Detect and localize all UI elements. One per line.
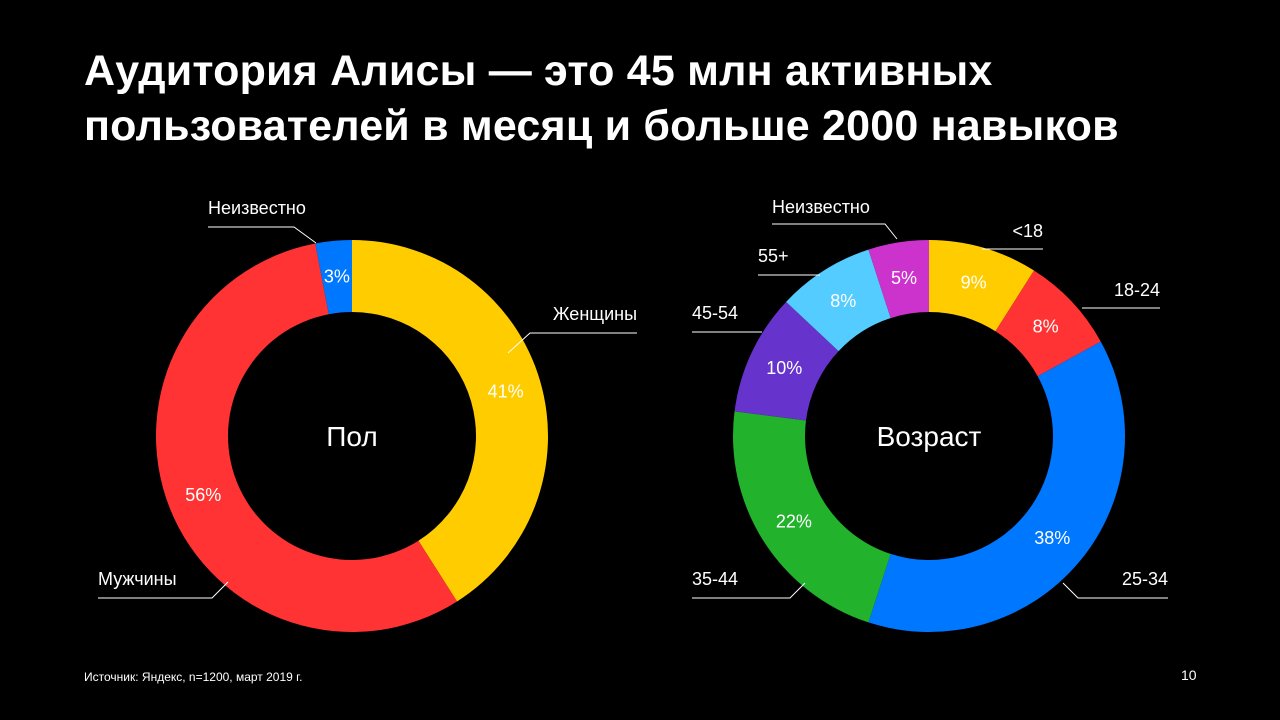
age-category-label-unknown: Неизвестно	[772, 197, 870, 217]
gender-percent-label-men: 56%	[185, 485, 221, 505]
age-slice-55-plus	[786, 249, 891, 352]
age-category-label-25-34: 25-34	[1122, 569, 1168, 589]
slide-title: Аудитория Алисы — это 45 млн активных по…	[84, 44, 1234, 154]
age-percent-label-unknown: 5%	[891, 268, 917, 288]
gender-category-label-unknown: Неизвестно	[208, 198, 306, 218]
age-slice-25-34	[868, 341, 1125, 632]
gender-percent-label-unknown: 3%	[324, 267, 350, 287]
gender-center-label: Пол	[326, 421, 377, 452]
gender-leader-line-men	[98, 581, 229, 599]
age-percent-label-45-54: 10%	[766, 358, 802, 378]
age-category-label-45-54: 45-54	[692, 303, 738, 323]
age-percent-label-35-44: 22%	[776, 512, 812, 532]
age-percent-label-under-18: 9%	[961, 272, 987, 292]
gender-leader-line-women	[507, 332, 637, 354]
age-category-label-under-18: <18	[1012, 221, 1043, 241]
source-note: Источник: Яндекс, n=1200, март 2019 г.	[84, 670, 303, 684]
age-percent-label-25-34: 38%	[1034, 528, 1070, 548]
gender-slice-women	[352, 240, 548, 602]
age-leader-line-35-44	[692, 582, 806, 599]
page-number: 10	[1181, 667, 1197, 683]
age-percent-label-55-plus: 8%	[830, 291, 856, 311]
age-leader-line-unknown	[772, 223, 898, 240]
gender-leader-line-unknown	[208, 226, 317, 244]
gender-slice-unknown	[315, 240, 352, 315]
gender-category-label-women: Женщины	[553, 304, 637, 324]
age-leader-line-25-34	[1062, 582, 1168, 599]
slide-title-line-2: пользователей в месяц и больше 2000 навы…	[84, 102, 1119, 150]
age-center-label: Возраст	[877, 421, 982, 452]
gender-slice-men	[155, 243, 458, 633]
age-category-label-55-plus: 55+	[758, 246, 789, 266]
gender-donut-chart: 41% Женщины 56% Мужчины 3% Неизвестно Пол	[98, 198, 637, 633]
age-slice-18-24	[995, 270, 1101, 377]
gender-percent-label-women: 41%	[488, 381, 524, 401]
age-percent-label-18-24: 8%	[1033, 316, 1059, 336]
age-slice-45-54	[734, 301, 839, 421]
age-slice-under-18	[929, 240, 1035, 332]
age-donut-chart: 9% <18 8% 18-24 38% 25-34 22% 35-44 10% 45-54 8% 55…	[692, 197, 1168, 632]
slide-title-line-1: Аудитория Алисы — это 45 млн активных	[84, 47, 993, 95]
age-category-label-35-44: 35-44	[692, 569, 738, 589]
age-slice-unknown	[868, 240, 929, 319]
age-category-label-18-24: 18-24	[1114, 280, 1160, 300]
gender-category-label-men: Мужчины	[98, 569, 177, 589]
age-slice-35-44	[733, 411, 891, 623]
